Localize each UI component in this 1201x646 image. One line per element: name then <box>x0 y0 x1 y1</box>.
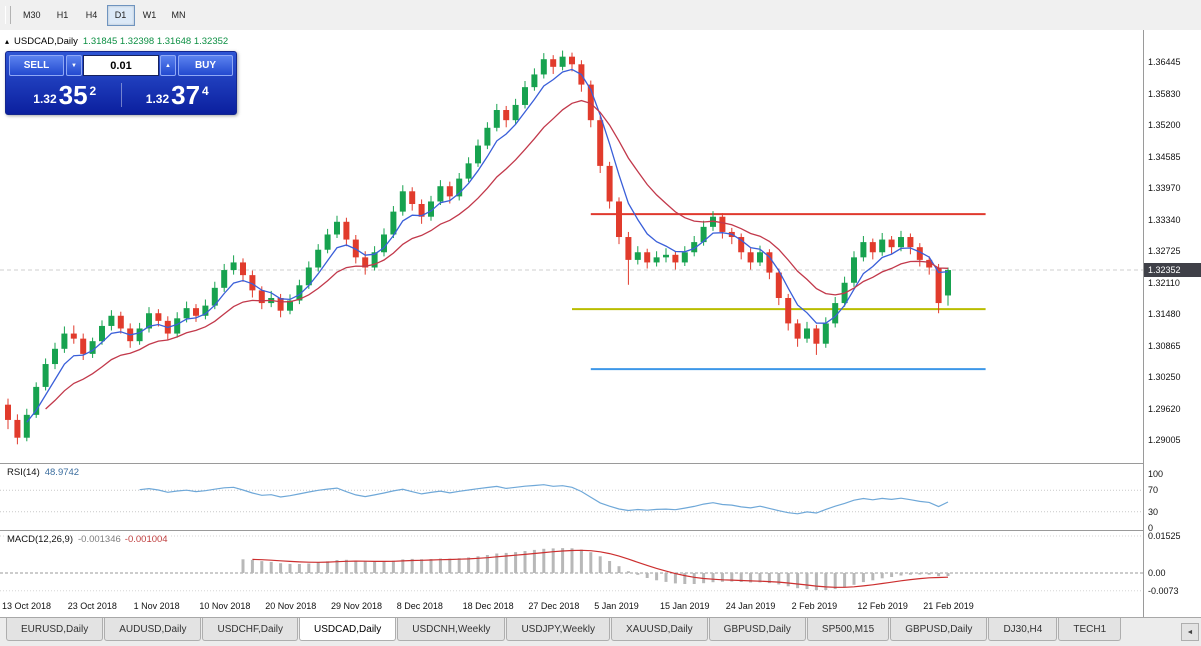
date-axis-label: 29 Nov 2018 <box>331 601 383 611</box>
price-axis-label: 1.35830 <box>1148 88 1181 99</box>
timeframe-button-mn[interactable]: MN <box>165 5 193 26</box>
rsi-chart[interactable] <box>0 464 1143 530</box>
volume-down-button[interactable]: ▼ <box>66 55 82 76</box>
sell-button[interactable]: SELL <box>9 55 64 76</box>
symbol-period-label: USDCAD,Daily <box>14 36 78 47</box>
current-price-badge: 1.32352 <box>1144 263 1201 278</box>
buy-price-big: 37 <box>171 79 201 110</box>
price-axis-label: 1.33340 <box>1148 214 1181 225</box>
price-axis-label: 1.35200 <box>1148 120 1181 130</box>
date-axis-label: 27 Dec 2018 <box>528 601 580 611</box>
date-axis-label: 23 Oct 2018 <box>67 601 117 611</box>
rsi-level-label: 100 <box>1148 469 1164 479</box>
volume-up-button[interactable]: ▲ <box>160 55 176 76</box>
macd-label: MACD(12,26,9) -0.001346 -0.001004 <box>5 534 170 545</box>
price-axis-label: 1.32110 <box>1148 277 1180 288</box>
price-axis-label: 1.36445 <box>1148 57 1181 67</box>
chart-tab-usdcad-daily[interactable]: USDCAD,Daily <box>299 618 397 641</box>
collapse-panel-icon[interactable]: ▴ <box>5 37 10 46</box>
volume-input[interactable]: 0.01 <box>83 55 159 76</box>
timeframe-toolbar: M30 H1 H4 D1 W1 MN <box>0 0 1201 31</box>
chart-tab-gbpusd-daily[interactable]: GBPUSD,Daily <box>708 618 806 641</box>
chart-tab-eurusd-daily[interactable]: EURUSD,Daily <box>6 618 104 641</box>
macd-level-label: -0.0073 <box>1148 585 1179 596</box>
timeframe-button-d1[interactable]: D1 <box>106 4 135 26</box>
chart-tab-usdchf-daily[interactable]: USDCHF,Daily <box>202 618 299 641</box>
chart-tab-dj30-h4[interactable]: DJ30,H4 <box>988 618 1058 641</box>
price-divider <box>120 82 122 107</box>
macd-chart[interactable] <box>0 531 1143 596</box>
chart-tab-sp500-m15[interactable]: SP500,M15 <box>806 618 890 641</box>
one-click-trading-panel: SELL ▼ 0.01 ▲ BUY 1.32 35 2 1.32 37 <box>5 51 237 115</box>
price-axis-label: 1.33970 <box>1148 183 1181 193</box>
date-axis-label: 1 Nov 2018 <box>133 601 180 611</box>
main-price-chart[interactable] <box>0 30 1143 463</box>
date-axis-label: 5 Jan 2019 <box>594 601 639 611</box>
rsi-level-label: 70 <box>1148 485 1159 496</box>
price-axis-label: 1.30250 <box>1148 372 1181 382</box>
chart-tab-usdcnh-weekly[interactable]: USDCNH,Weekly <box>397 618 506 641</box>
chevron-up-icon: ▲ <box>165 62 171 69</box>
date-axis-label: 21 Feb 2019 <box>923 601 974 611</box>
date-axis-label: 12 Feb 2019 <box>857 601 908 611</box>
macd-level-label: 0.00 <box>1148 568 1166 578</box>
date-axis-label: 20 Nov 2018 <box>265 601 317 611</box>
buy-price[interactable]: 1.32 37 4 <box>122 82 234 108</box>
date-axis-label: 10 Nov 2018 <box>199 601 251 611</box>
timeframe-button-m30[interactable]: M30 <box>16 5 48 26</box>
timeframe-buttons: M30 H1 H4 D1 W1 MN <box>16 4 194 26</box>
sell-price[interactable]: 1.32 35 2 <box>9 82 121 108</box>
tab-scroll-left-button[interactable]: ◄ <box>1181 623 1199 641</box>
chart-tabs: EURUSD,Daily AUDUSD,Daily USDCHF,Daily USDC… <box>6 618 1176 641</box>
chart-tab-bar: EURUSD,Daily AUDUSD,Daily USDCHF,Daily USDC… <box>0 617 1201 646</box>
date-axis-label: 18 Dec 2018 <box>462 601 514 611</box>
chart-tab-xauusd-daily[interactable]: XAUUSD,Daily <box>610 618 708 641</box>
date-axis-label: 8 Dec 2018 <box>396 601 443 611</box>
arrow-left-icon: ◄ <box>1186 628 1194 636</box>
buy-price-prefix: 1.32 <box>145 91 170 106</box>
timeframe-button-w1[interactable]: W1 <box>136 5 164 26</box>
sell-price-prefix: 1.32 <box>33 91 57 106</box>
date-axis-label: 2 Feb 2019 <box>791 601 838 611</box>
chart-title: ▴ USDCAD,Daily 1.31845 1.32398 1.31648 1… <box>5 36 228 47</box>
chart-tab-usdjpy-weekly[interactable]: USDJPY,Weekly <box>506 618 610 641</box>
date-axis-label: 13 Oct 2018 <box>2 601 52 611</box>
buy-price-sup: 4 <box>202 83 209 98</box>
chart-tab-gbpusd-daily[interactable]: GBPUSD,Daily <box>890 618 988 641</box>
toolbar-grip[interactable] <box>5 6 11 24</box>
rsi-label: RSI(14) 48.9742 <box>5 467 82 478</box>
buy-button[interactable]: BUY <box>178 55 233 76</box>
date-axis[interactable]: 13 Oct 2018 23 Oct 2018 1 Nov 2018 10 Nov 2… <box>0 596 1143 617</box>
sell-price-big: 35 <box>58 79 88 110</box>
date-axis-label: 15 Jan 2019 <box>660 601 710 611</box>
pane-separator[interactable] <box>0 463 1201 464</box>
price-axis-label: 1.29620 <box>1148 403 1181 414</box>
price-axis-label: 1.31480 <box>1148 309 1181 319</box>
chevron-down-icon: ▼ <box>71 62 77 69</box>
price-axis-label: 1.34585 <box>1148 151 1181 162</box>
price-axis-label: 1.29005 <box>1148 435 1181 445</box>
sell-price-sup: 2 <box>89 83 97 98</box>
date-axis-label: 24 Jan 2019 <box>725 601 776 611</box>
chart-window: ▴ USDCAD,Daily 1.31845 1.32398 1.31648 1… <box>0 30 1201 617</box>
pane-separator[interactable] <box>0 530 1201 531</box>
rsi-level-label: 30 <box>1148 506 1159 517</box>
volume-stepper: ▼ 0.01 ▲ <box>66 55 176 76</box>
timeframe-button-h1[interactable]: H1 <box>49 5 77 26</box>
price-axis-label: 1.30865 <box>1148 340 1181 351</box>
timeframe-button-h4[interactable]: H4 <box>78 5 106 26</box>
macd-level-label: 0.01525 <box>1148 531 1181 541</box>
ohlc-values: 1.31845 1.32398 1.31648 1.32352 <box>82 36 229 47</box>
chart-tab-tech1[interactable]: TECH1 <box>1058 618 1122 641</box>
price-axis[interactable]: 1.36445 1.35830 1.35200 1.34585 1.33970 1.333… <box>1143 30 1201 617</box>
price-axis-label: 1.32725 <box>1148 246 1181 256</box>
chart-tab-audusd-daily[interactable]: AUDUSD,Daily <box>104 618 202 641</box>
rsi-level-label: 0 <box>1148 523 1154 533</box>
